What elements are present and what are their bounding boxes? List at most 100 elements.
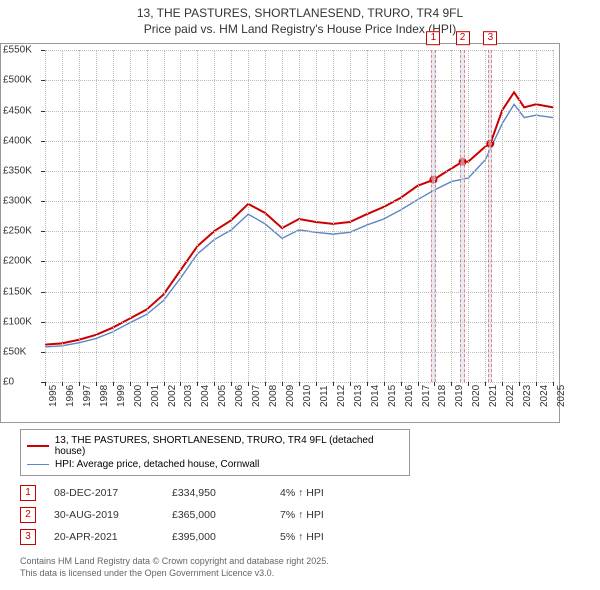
footer-line-1: Contains HM Land Registry data © Crown c… [20,556,600,568]
y-axis-label: £400K [3,135,32,146]
x-axis-label: 1998 [99,385,110,407]
tick-x [519,382,520,386]
y-axis-label: £350K [3,165,32,176]
x-axis-label: 2000 [133,385,144,407]
tick-x [265,382,266,386]
x-axis-label: 2010 [302,385,313,407]
gridline-v [333,50,334,382]
x-axis-label: 2023 [522,385,533,407]
y-axis-label: £150K [3,286,32,297]
gridline-v [164,50,165,382]
title-line-2: Price paid vs. HM Land Registry's House … [0,22,600,38]
x-axis-label: 2015 [387,385,398,407]
legend-row: HPI: Average price, detached house, Corn… [27,458,403,471]
tick-x [197,382,198,386]
sales-index: 2 [20,507,36,523]
gridline-v [350,50,351,382]
gridline-v [519,50,520,382]
sale-band-index: 2 [456,31,470,45]
tick-x [130,382,131,386]
sales-price: £334,950 [172,487,262,499]
gridline-v [45,50,46,382]
sales-index: 3 [20,529,36,545]
tick-x [164,382,165,386]
y-axis-label: £450K [3,105,32,116]
legend-swatch [27,464,49,465]
sales-date: 20-APR-2021 [54,531,154,543]
footer: Contains HM Land Registry data © Crown c… [20,556,600,579]
legend-label: 13, THE PASTURES, SHORTLANESEND, TRURO, … [55,435,403,457]
tick-x [401,382,402,386]
tick-x [350,382,351,386]
sales-row: 3 20-APR-2021 £395,000 5% ↑ HPI [20,526,600,548]
gridline-v [197,50,198,382]
x-axis-label: 2003 [183,385,194,407]
x-axis-label: 2016 [404,385,415,407]
gridline-v [502,50,503,382]
sale-band [431,50,435,382]
gridline-v [265,50,266,382]
y-axis-label: £550K [3,45,32,56]
tick-x [180,382,181,386]
sale-band-index: 1 [426,31,440,45]
x-axis-label: 2017 [421,385,432,407]
gridline-v [147,50,148,382]
y-axis-label: £300K [3,196,32,207]
x-axis-label: 1995 [48,385,59,407]
x-axis-label: 2022 [505,385,516,407]
sales-pct: 5% ↑ HPI [280,531,390,543]
gridline-v [113,50,114,382]
tick-x [536,382,537,386]
gridline-v [130,50,131,382]
x-axis-label: 2024 [539,385,550,407]
tick-x [96,382,97,386]
gridline-v [553,50,554,382]
plot-region: 123 [45,50,553,382]
sales-date: 08-DEC-2017 [54,487,154,499]
tick-x [468,382,469,386]
x-axis-label: 2020 [471,385,482,407]
gridline-v [79,50,80,382]
gridline-v [248,50,249,382]
sales-row: 230-AUG-2019£365,0007% ↑ HPI [20,504,600,526]
gridline-v [299,50,300,382]
tick-x [485,382,486,386]
tick-x [451,382,452,386]
sales-price: £395,000 [172,531,262,543]
tick-x [316,382,317,386]
gridline-v [96,50,97,382]
x-axis-label: 1996 [65,385,76,407]
tick-x [434,382,435,386]
sales-date: 30-AUG-2019 [54,509,154,521]
sale-band [460,50,464,382]
x-axis-label: 2021 [488,385,499,407]
sale-band-index: 3 [483,31,497,45]
legend-swatch [27,445,49,447]
sales-price: £365,000 [172,509,262,521]
x-axis-label: 2019 [454,385,465,407]
gridline-v [468,50,469,382]
tick-x [62,382,63,386]
tick-x [502,382,503,386]
x-axis-label: 2013 [353,385,364,407]
tick-x [147,382,148,386]
gridline-v [62,50,63,382]
sales-table: 108-DEC-2017£334,9504% ↑ HPI230-AUG-2019… [20,482,600,548]
title-block: 13, THE PASTURES, SHORTLANESEND, TRURO, … [0,0,600,39]
gridline-v [418,50,419,382]
tick-x [418,382,419,386]
x-axis-label: 2014 [370,385,381,407]
tick-x [367,382,368,386]
y-axis-label: £100K [3,316,32,327]
x-axis-label: 2006 [234,385,245,407]
gridline-v [451,50,452,382]
tick-x [113,382,114,386]
gridline-v [316,50,317,382]
gridline-v [180,50,181,382]
x-axis-label: 2004 [200,385,211,407]
tick-x [248,382,249,386]
x-axis-label: 2005 [217,385,228,407]
tick-x [214,382,215,386]
tick-x [299,382,300,386]
x-axis-label: 2002 [167,385,178,407]
